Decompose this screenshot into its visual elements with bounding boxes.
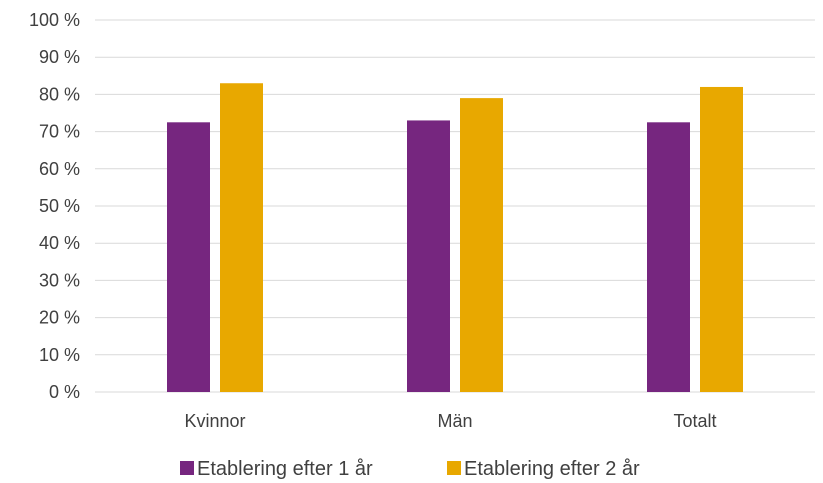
y-tick-label: 30 %: [39, 270, 80, 290]
y-tick-label: 50 %: [39, 196, 80, 216]
bar-totalt-series-1: [647, 122, 690, 393]
legend: Etablering efter 1 år Etablering efter 2 …: [180, 458, 640, 480]
y-tick-label: 0 %: [49, 382, 80, 402]
bar-män-series-1: [407, 120, 450, 392]
y-axis-tick-labels: 0 % 10 % 20 % 30 % 40 % 50 % 60 % 70 % 80 % 90 % 1…: [29, 10, 80, 402]
bar-kvinnor-series-1: [167, 122, 210, 393]
x-category-label: Kvinnor: [184, 411, 245, 431]
y-tick-label: 80 %: [39, 84, 80, 104]
bars: [167, 83, 743, 393]
y-tick-label: 90 %: [39, 47, 80, 67]
x-category-label: Totalt: [673, 411, 716, 431]
bar-män-series-2: [460, 98, 503, 393]
bar-totalt-series-2: [700, 86, 743, 393]
legend-label-series-2: Etablering efter 2 år: [464, 458, 640, 480]
y-tick-label: 20 %: [39, 308, 80, 328]
x-category-label: Män: [437, 411, 472, 431]
legend-label-series-1: Etablering efter 1 år: [197, 458, 373, 480]
y-tick-label: 100 %: [29, 10, 80, 30]
y-tick-label: 40 %: [39, 233, 80, 253]
legend-swatch-series-2: [447, 461, 461, 475]
gridlines: [95, 19, 815, 393]
x-axis-category-labels: Kvinnor Män Totalt: [184, 411, 716, 431]
y-tick-label: 60 %: [39, 159, 80, 179]
legend-swatch-series-1: [180, 461, 194, 475]
y-tick-label: 70 %: [39, 122, 80, 142]
y-tick-label: 10 %: [39, 345, 80, 365]
bar-kvinnor-series-2: [220, 83, 263, 393]
